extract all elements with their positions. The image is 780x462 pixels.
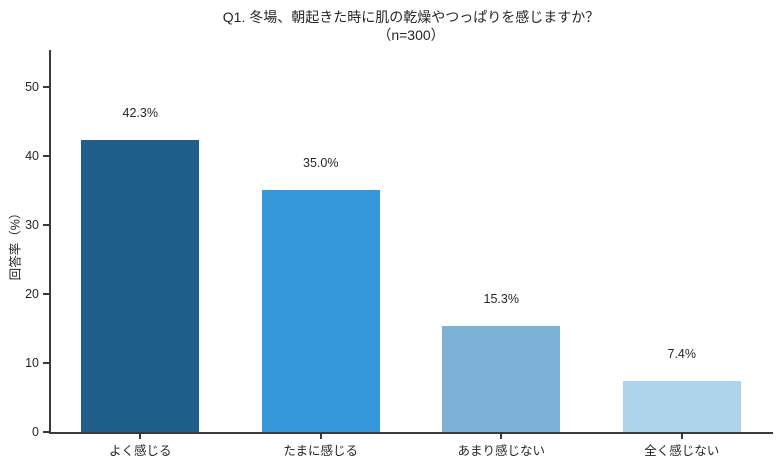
x-tick-mark bbox=[319, 434, 322, 439]
y-tick-mark bbox=[43, 223, 50, 226]
bar-value-label: 35.0% bbox=[303, 156, 339, 170]
y-tick-label: 10 bbox=[25, 355, 39, 370]
y-tick-mark bbox=[43, 431, 50, 433]
chart-subtitle: （n=300） bbox=[377, 27, 445, 43]
x-tick-label: 全く感じない bbox=[644, 444, 720, 458]
y-tick-label: 30 bbox=[25, 217, 39, 232]
y-axis-label: 回答率（%） bbox=[8, 206, 23, 281]
bar bbox=[81, 140, 200, 432]
chart-title: Q1. 冬場、朝起きた時に肌の乾燥やつっぱりを感じますか？ bbox=[222, 9, 600, 25]
y-tick-mark bbox=[43, 292, 50, 295]
bar-value-label: 42.3% bbox=[122, 106, 158, 120]
x-tick-mark bbox=[500, 434, 503, 439]
x-tick-mark bbox=[139, 434, 142, 439]
y-tick-label: 40 bbox=[25, 148, 39, 163]
y-tick-mark bbox=[43, 85, 50, 88]
bar bbox=[442, 326, 561, 432]
y-tick-mark bbox=[43, 361, 50, 364]
x-axis-line bbox=[49, 432, 773, 434]
x-tick-label: あまり感じない bbox=[457, 444, 545, 458]
y-tick-mark bbox=[43, 154, 50, 157]
bar bbox=[622, 381, 741, 432]
bar-value-label: 15.3% bbox=[483, 292, 519, 306]
y-tick-label: 0 bbox=[32, 425, 39, 439]
bar-value-label: 7.4% bbox=[667, 347, 697, 361]
y-tick-label: 20 bbox=[25, 286, 39, 301]
x-tick-label: たまに感じる bbox=[283, 444, 359, 458]
bar bbox=[261, 190, 380, 432]
y-tick-label: 50 bbox=[25, 79, 39, 94]
y-axis-line bbox=[49, 50, 51, 434]
x-tick-label: よく感じる bbox=[108, 444, 172, 458]
x-tick-mark bbox=[680, 434, 683, 439]
